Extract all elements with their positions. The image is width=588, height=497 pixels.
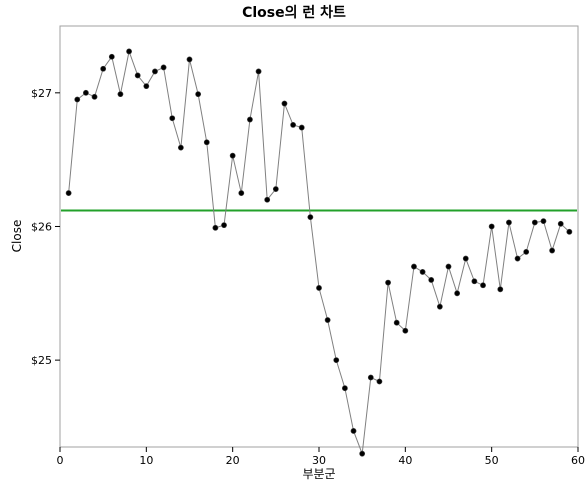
data-point (566, 228, 573, 235)
data-point (281, 100, 288, 107)
data-point (514, 255, 521, 262)
data-point (341, 385, 348, 392)
data-point (316, 285, 322, 291)
data-point (402, 327, 409, 334)
data-point (100, 65, 107, 72)
data-point (298, 124, 305, 131)
y-axis-label: Close (10, 220, 24, 253)
data-point (480, 282, 486, 289)
data-point (177, 144, 184, 151)
data-point (108, 53, 115, 60)
data-point (212, 224, 219, 231)
y-tick-label: $26 (31, 220, 52, 233)
data-point (385, 279, 391, 286)
data-point (333, 357, 340, 364)
data-point (488, 223, 495, 230)
data-point (272, 186, 279, 192)
data-point (549, 247, 555, 254)
data-point (83, 89, 89, 96)
data-point (531, 219, 538, 226)
data-point (367, 374, 374, 381)
data-point (169, 115, 176, 122)
y-tick-label: $27 (31, 87, 52, 100)
x-tick-label: 40 (398, 454, 412, 467)
data-point (497, 286, 504, 293)
data-point (411, 263, 417, 270)
data-point (74, 96, 81, 103)
chart-title: Close의 런 차트 (242, 4, 346, 21)
x-axis-label: 부분군 (302, 467, 335, 481)
y-axis: $25 $26 $27 (31, 87, 60, 367)
x-tick-label: 30 (312, 454, 326, 467)
data-point (247, 116, 253, 123)
data-point (126, 48, 132, 55)
data-point (91, 93, 98, 100)
data-point (445, 263, 452, 270)
data-point (462, 255, 469, 262)
data-point (307, 214, 314, 221)
data-point (350, 428, 357, 434)
x-tick-label: 50 (485, 454, 499, 467)
data-point (540, 218, 547, 225)
x-tick-label: 10 (139, 454, 153, 467)
data-point (506, 219, 512, 226)
x-tick-label: 60 (571, 454, 585, 467)
y-tick-label: $25 (31, 354, 52, 367)
data-point (134, 72, 141, 79)
data-point (229, 152, 236, 159)
data-point (117, 91, 124, 98)
data-point (471, 278, 478, 285)
data-points (65, 48, 573, 457)
data-point (454, 290, 461, 297)
data-point (65, 190, 72, 196)
data-point (419, 269, 426, 275)
data-point (428, 277, 435, 283)
data-point (255, 68, 262, 75)
data-point (221, 222, 227, 229)
data-point (557, 220, 564, 227)
data-point (290, 122, 296, 128)
x-tick-label: 20 (226, 454, 240, 467)
data-point (203, 139, 210, 146)
data-point (436, 303, 443, 310)
data-point (195, 91, 202, 98)
data-point (324, 317, 331, 323)
data-point (186, 56, 193, 63)
data-point (143, 83, 150, 90)
data-point (238, 190, 245, 196)
data-point (376, 378, 383, 385)
data-point (523, 248, 530, 255)
data-point (160, 64, 167, 71)
data-point (152, 68, 158, 75)
data-point (359, 450, 366, 457)
data-point (264, 196, 271, 203)
data-point (393, 319, 400, 326)
x-axis: 0 10 20 30 40 50 60 (57, 447, 585, 467)
x-tick-label: 0 (57, 454, 64, 467)
